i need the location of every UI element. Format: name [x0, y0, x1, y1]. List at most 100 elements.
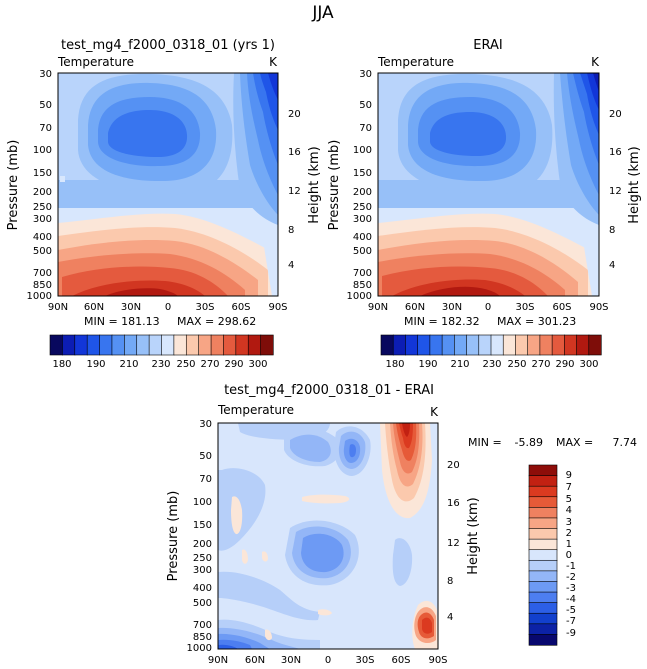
colorbar-swatch: [99, 334, 113, 356]
y-tick-label: 70: [39, 123, 52, 134]
y2-tick-label: 16: [609, 147, 622, 158]
panel-subtitle-left: Temperature: [377, 55, 454, 69]
y-axis-right: 20 16 12 8 4: [288, 109, 301, 271]
colorbar-swatch: [564, 334, 578, 356]
colorbar-swatch: [528, 549, 558, 561]
colorbar-swatch: [528, 612, 558, 625]
y-tick-label: 250: [193, 553, 212, 564]
colorbar-label: 180: [52, 359, 71, 370]
y-tick-label: 50: [199, 451, 212, 462]
panel-subtitle-right: K: [591, 55, 600, 69]
panel-subtitle-left: Temperature: [57, 55, 134, 69]
colorbar-label: -3: [566, 583, 576, 594]
y-tick-label: 250: [33, 202, 52, 213]
max-label: MAX = 301.23: [497, 315, 576, 328]
min-label: MIN = 182.32: [404, 315, 480, 328]
x-tick-label: 60S: [231, 302, 250, 313]
colorbar-swatch: [198, 334, 212, 356]
x-tick-label: 30S: [515, 302, 534, 313]
y-axis-title: Pressure (mb): [6, 140, 21, 231]
y-axis-title: Pressure (mb): [327, 140, 342, 231]
y2-tick-label: 12: [609, 186, 622, 197]
colorbar-swatch: [161, 334, 175, 356]
colorbar-swatch: [528, 507, 558, 519]
page-title: JJA: [311, 3, 334, 23]
y-tick-label: 500: [33, 246, 52, 257]
colorbar-swatch: [528, 517, 558, 530]
colorbar-label: 2: [566, 528, 572, 539]
colorbar-swatch: [136, 334, 150, 356]
colorbar-label: 300: [248, 359, 267, 370]
y2-tick-label: 12: [447, 538, 460, 549]
x-tick-label: 30N: [121, 302, 141, 313]
y-tick-label: 1000: [347, 291, 372, 302]
panel-erai: ERAI Temperature K: [327, 38, 642, 370]
y2-tick-label: 20: [609, 109, 622, 120]
colorbar-erai: [380, 334, 602, 356]
colorbar-swatch: [392, 334, 407, 356]
colorbar-swatch: [429, 334, 443, 356]
y-tick-label: 300: [33, 214, 52, 225]
colorbar-swatch: [380, 334, 394, 356]
colorbar-labels: 180 190 210 230 250 270 290 300: [52, 359, 267, 370]
x-axis: 90N 60N 30N 0 30S 60S 90S: [208, 655, 448, 666]
panel-subtitle-right: K: [269, 55, 278, 69]
colorbar-swatch: [441, 334, 455, 356]
x-tick-label: 60S: [552, 302, 571, 313]
colorbar-swatch: [528, 634, 558, 646]
y-tick-label: 150: [193, 520, 212, 531]
x-tick-label: 90S: [589, 302, 608, 313]
y-tick-label: 70: [199, 474, 212, 485]
colorbar-swatch: [528, 602, 558, 614]
y-tick-label: 100: [353, 145, 372, 156]
y-tick-label: 1000: [27, 291, 52, 302]
y-tick-label: 30: [359, 69, 372, 80]
y-tick-label: 850: [33, 280, 52, 291]
colorbar-swatch: [528, 623, 558, 636]
colorbar-swatch: [454, 334, 468, 356]
x-tick-label: 30N: [442, 302, 462, 313]
x-tick-label: 90S: [428, 655, 447, 666]
colorbar-label: -9: [566, 628, 576, 639]
colorbar-swatch: [148, 334, 163, 356]
colorbar-swatch: [86, 334, 101, 356]
colorbar-swatch: [405, 334, 419, 356]
colorbar-label: -7: [566, 616, 576, 627]
colorbar-label: 1: [566, 539, 572, 550]
colorbar-swatch: [528, 570, 558, 583]
y2-tick-label: 20: [447, 460, 460, 471]
colorbar-label: 270: [200, 359, 219, 370]
y2-tick-label: 4: [609, 260, 615, 271]
colorbar-label: -5: [566, 605, 576, 616]
y-axis-right: 20 16 12 8 4: [609, 109, 622, 271]
y-tick-label: 700: [353, 268, 372, 279]
x-tick-label: 90N: [368, 302, 388, 313]
y-tick-label: 200: [353, 187, 372, 198]
colorbar-swatch: [260, 334, 274, 356]
colorbar-swatch: [551, 334, 565, 356]
x-tick-label: 60N: [405, 302, 425, 313]
colorbar-swatch: [247, 334, 262, 356]
colorbar-label: 300: [579, 359, 598, 370]
colorbar-label: 210: [450, 359, 469, 370]
min-label: MIN =: [468, 436, 502, 449]
colorbar-label: 250: [176, 359, 195, 370]
colorbar-swatch: [466, 334, 480, 356]
colorbar-swatch: [528, 496, 558, 508]
colorbar-label: 250: [507, 359, 526, 370]
y-tick-label: 30: [199, 419, 212, 430]
x-axis: 90N 60N 30N 0 30S 60S 90S: [48, 302, 288, 313]
colorbar-swatch: [576, 334, 590, 356]
y-tick-label: 50: [39, 100, 52, 111]
y-tick-label: 70: [359, 123, 372, 134]
colorbar-swatch: [502, 334, 517, 356]
x-tick-label: 0: [325, 655, 331, 666]
y-tick-label: 30: [39, 69, 52, 80]
colorbar-labels: 9 7 5 4 3 2 1 0 -1 -2 -3 -4 -5 -7 -9: [566, 470, 576, 639]
y-tick-label: 150: [353, 168, 372, 179]
x-tick-label: 30S: [355, 655, 374, 666]
colorbar-label: 290: [224, 359, 243, 370]
y-tick-label: 850: [193, 632, 212, 643]
colorbar-swatch: [62, 334, 76, 356]
colorbar-label: -4: [566, 594, 576, 605]
